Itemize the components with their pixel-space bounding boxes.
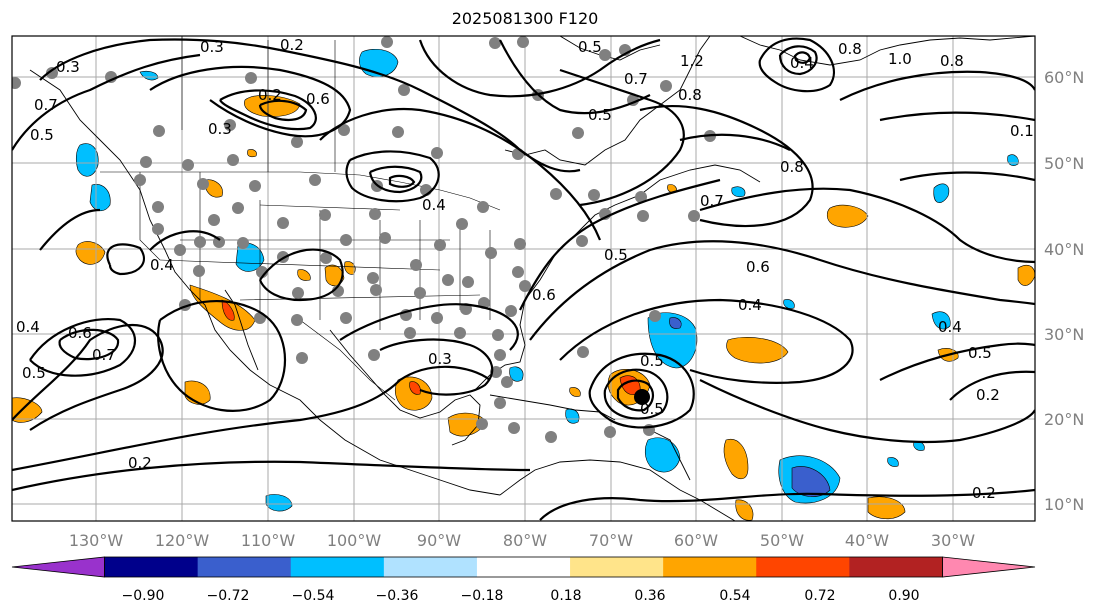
contour-label: 0.3: [428, 350, 452, 368]
map-panel: 0.3 0.2 0.5 0.3 0.2 0.6 0.7 0.3 0.5 0.4 …: [12, 36, 1035, 521]
lat-label: 30°N: [1044, 325, 1084, 344]
lon-label: 110°W: [241, 531, 296, 550]
contour-label: 0.7: [34, 96, 58, 114]
contour-label: 0.2: [258, 86, 282, 104]
contour-label: 0.4: [16, 318, 40, 336]
contour-label: 0.5: [604, 246, 628, 264]
latitude-labels: 60°N 50°N 40°N 30°N 20°N 10°N: [1044, 68, 1084, 514]
colorbar-outline: [104, 556, 943, 578]
contour-label: 0.2: [128, 454, 152, 472]
colorbar-segment: [663, 557, 757, 577]
lon-label: 40°W: [845, 531, 889, 550]
colorbar-tick-label: 0.36: [634, 588, 665, 604]
colorbar-tick-label: −0.54: [292, 588, 335, 604]
colorbar-segment: [849, 557, 943, 577]
contour-label: 0.4: [938, 318, 962, 336]
contour-label: 0.8: [678, 86, 702, 104]
colorbar-segment: [197, 557, 292, 577]
contour-label: 0.5: [640, 352, 664, 370]
lon-label: 60°W: [674, 531, 718, 550]
contour-label: 0.4: [738, 296, 762, 314]
contour-label: 0.6: [532, 286, 556, 304]
colorbar-tick-label: −0.18: [461, 588, 504, 604]
lat-label: 50°N: [1044, 154, 1084, 173]
contour-label: 0.8: [780, 158, 804, 176]
lon-label: 70°W: [589, 531, 633, 550]
colorbar-tick-label: 0.72: [804, 588, 835, 604]
lon-label: 30°W: [931, 531, 975, 550]
contour-label: 0.6: [306, 90, 330, 108]
lat-label: 10°N: [1044, 495, 1084, 514]
map-title: 2025081300 F120: [451, 9, 599, 28]
contour-label: 1.2: [680, 52, 704, 70]
colorbar-segment: [756, 557, 850, 577]
contour-label: 0.2: [280, 36, 304, 54]
contour-label: 0.8: [940, 52, 964, 70]
colorbar-tick-label: 0.90: [888, 588, 919, 604]
lat-label: 20°N: [1044, 410, 1084, 429]
colorbar-extend-min: [11, 556, 105, 578]
contour-label: 0.6: [746, 258, 770, 276]
contour-label: 0.2: [972, 484, 996, 502]
contour-label: 0.8: [838, 40, 862, 58]
contour-label: 0.3: [208, 120, 232, 138]
contour-label: 0.6: [68, 324, 92, 342]
colorbar-segment: [476, 557, 571, 577]
lon-label: 120°W: [155, 531, 210, 550]
coastlines: [29, 36, 1035, 521]
contour-label: 0.5: [30, 126, 54, 144]
contour-lines: [12, 37, 1035, 521]
colorbar-tick-label: 0.54: [719, 588, 750, 604]
contour-label: 0.3: [56, 58, 80, 76]
contour-labels: 0.3 0.2 0.5 0.3 0.2 0.6 0.7 0.3 0.5 0.4 …: [16, 36, 1034, 502]
lat-label: 60°N: [1044, 68, 1084, 87]
contour-label: 0.5: [968, 344, 992, 362]
colorbar-tick-label: −0.90: [122, 588, 165, 604]
lon-label: 100°W: [327, 531, 382, 550]
colorbar-tick-label: −0.36: [376, 588, 419, 604]
colorbar-segment: [290, 557, 385, 577]
map-frame: [11, 35, 1036, 522]
lon-label: 90°W: [417, 531, 461, 550]
colorbar-tick-labels: −0.90 −0.72 −0.54 −0.36 −0.18 0.18 0.36 …: [122, 588, 920, 604]
lon-label: 80°W: [503, 531, 547, 550]
lon-label: 50°W: [760, 531, 804, 550]
storm-center-marker: [634, 389, 650, 405]
colorbar: [11, 556, 1036, 578]
colorbar-segment: [104, 557, 199, 577]
colorbar-tick-label: 0.18: [550, 588, 581, 604]
contour-label: 0.2: [976, 386, 1000, 404]
lat-label: 40°N: [1044, 240, 1084, 259]
contour-label: 1.0: [888, 50, 912, 68]
contour-label: 0.5: [22, 364, 46, 382]
longitude-labels: 130°W 120°W 110°W 100°W 90°W 80°W 70°W 6…: [69, 531, 975, 550]
contour-label: 0.4: [790, 54, 814, 72]
contour-label: 0.4: [422, 196, 446, 214]
contour-label: 0.5: [588, 106, 612, 124]
colorbar-tick-label: −0.72: [207, 588, 250, 604]
contour-label: 0.7: [92, 346, 116, 364]
contour-label: 0.7: [700, 192, 724, 210]
colorbar-segment: [383, 557, 478, 577]
colorbar-extend-max: [942, 556, 1036, 578]
contour-label: 0.7: [624, 70, 648, 88]
lon-label: 130°W: [69, 531, 124, 550]
colorbar-segment: [570, 557, 664, 577]
contour-label: 0.5: [640, 400, 664, 418]
contour-label: 0.4: [150, 256, 174, 274]
contour-label: 0.1: [1010, 122, 1034, 140]
contour-label: 0.5: [578, 38, 602, 56]
contour-label: 0.3: [200, 38, 224, 56]
